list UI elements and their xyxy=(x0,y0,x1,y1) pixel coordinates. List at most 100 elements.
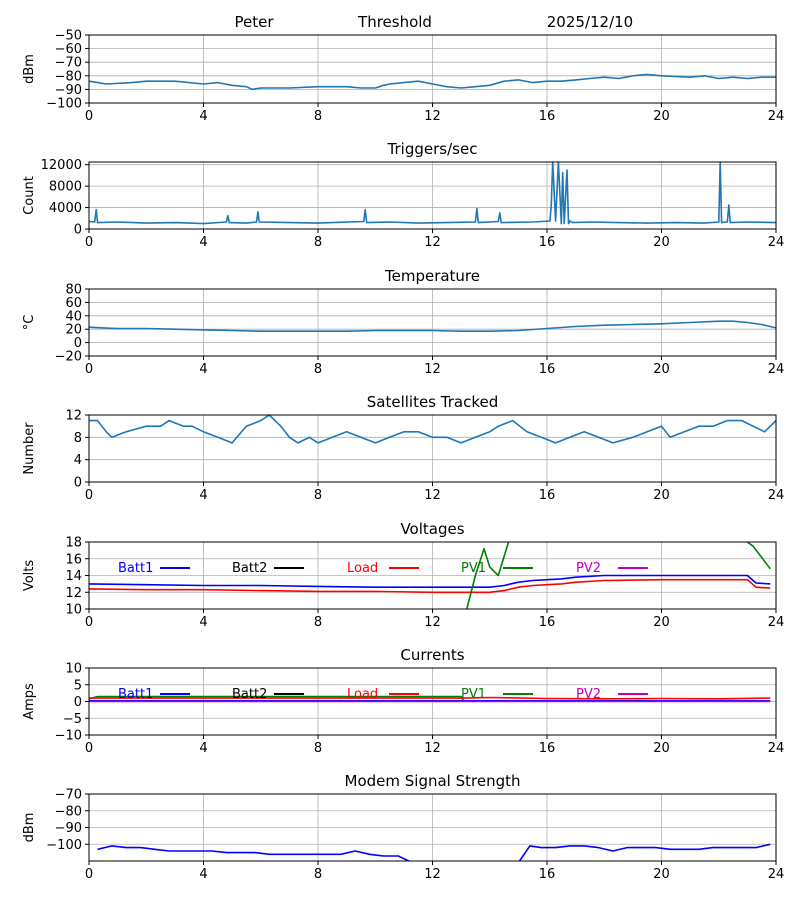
series-line-pv1 xyxy=(466,542,771,609)
y-tick-label: −70 xyxy=(55,788,82,803)
x-tick-label: 8 xyxy=(314,741,322,756)
y-tick-label: 0 xyxy=(74,695,82,710)
x-tick-label: 24 xyxy=(768,615,785,630)
series-group xyxy=(89,162,776,225)
y-tick-label: −100 xyxy=(46,838,82,853)
y-axis-label: °C xyxy=(22,315,37,331)
legend-label: Batt1 xyxy=(118,561,153,576)
x-tick-label: 16 xyxy=(539,867,556,882)
legend-label: Load xyxy=(347,687,378,702)
legend-item-load: Load xyxy=(347,687,419,702)
x-tick-label: 16 xyxy=(539,741,556,756)
y-axis-label: Amps xyxy=(22,683,37,720)
x-tick-label: 4 xyxy=(199,615,207,630)
y-tick-label: 18 xyxy=(65,536,82,551)
y-tick-label: −5 xyxy=(63,712,82,727)
y-tick-label: −90 xyxy=(55,821,82,836)
x-tick-label: 24 xyxy=(768,741,785,756)
legend-item-pv2: PV2 xyxy=(576,561,648,576)
x-tick-label: 24 xyxy=(768,488,785,503)
legend-item-pv2: PV2 xyxy=(576,687,648,702)
y-tick-label: −80 xyxy=(55,69,82,84)
panel-title: Currents xyxy=(400,646,464,664)
legend-item-pv1: PV1 xyxy=(461,687,533,702)
x-tick-label: 12 xyxy=(424,362,441,377)
panel-modem: 0 4 8 12 16 20 24 −70−80 −90 −100 Modem Signal Str… xyxy=(22,772,784,882)
x-tick-label: 8 xyxy=(314,867,322,882)
x-tick-label: 12 xyxy=(424,235,441,250)
series-line-triggers xyxy=(89,162,776,225)
legend-label: PV1 xyxy=(461,561,486,576)
y-tick-label: −90 xyxy=(55,83,82,98)
x-tick-label: 4 xyxy=(199,741,207,756)
series-group xyxy=(89,320,776,333)
y-axis-label: Number xyxy=(22,422,37,475)
y-tick-label: 80 xyxy=(65,283,82,298)
x-tick-label: 12 xyxy=(424,867,441,882)
panel-satellites: 0 4 8 12 16 20 24 0 4 8 12 Satellites Tracked Number xyxy=(22,393,784,503)
y-axis-label: dBm xyxy=(22,54,37,84)
x-tick-label: 8 xyxy=(314,615,322,630)
series-line-modem xyxy=(97,843,771,861)
panel-triggers: 0 4 8 12 16 20 24 0 4000 8000 12000 Triggers/sec Cou… xyxy=(22,140,784,250)
y-tick-label: 10 xyxy=(65,662,82,677)
x-tick-label: 8 xyxy=(314,488,322,503)
panel-title: Triggers/sec xyxy=(387,140,478,158)
legend-item-batt2: Batt2 xyxy=(232,561,304,576)
legend-label: Batt2 xyxy=(232,687,267,702)
y-tick-label: −10 xyxy=(55,729,82,744)
y-tick-label: 0 xyxy=(74,223,82,238)
y-tick-label: 60 xyxy=(65,296,82,311)
y-tick-label: 14 xyxy=(65,569,82,584)
series-line-load xyxy=(89,578,771,594)
legend-item-batt1: Batt1 xyxy=(118,561,190,576)
x-tick-label: 20 xyxy=(653,362,670,377)
y-axis-label: dBm xyxy=(22,813,37,843)
panel-signal: 0 4 8 12 16 20 24 −50−60−70−80−90−100 dBm xyxy=(22,29,784,125)
header-date: 2025/12/10 xyxy=(547,13,633,31)
y-tick-label: −60 xyxy=(55,42,82,57)
legend-label: Load xyxy=(347,561,378,576)
figure-header: Peter Threshold 2025/12/10 xyxy=(234,13,633,31)
x-tick-label: 16 xyxy=(539,615,556,630)
series-line-signal xyxy=(89,73,776,91)
x-tick-label: 12 xyxy=(424,488,441,503)
y-tick-label: 8000 xyxy=(49,180,82,195)
legend-label: Batt2 xyxy=(232,561,267,576)
x-tick-label: 4 xyxy=(199,362,207,377)
x-tick-label: 20 xyxy=(653,235,670,250)
y-tick-label: 0 xyxy=(74,336,82,351)
y-axis-label: Volts xyxy=(22,560,37,592)
x-tick-label: 0 xyxy=(85,488,93,503)
x-tick-label: 20 xyxy=(653,488,670,503)
x-tick-label: 0 xyxy=(85,741,93,756)
y-tick-label: 12 xyxy=(65,586,82,601)
x-tick-label: 24 xyxy=(768,109,785,124)
legend-item-batt1: Batt1 xyxy=(118,687,190,702)
x-tick-label: 24 xyxy=(768,867,785,882)
x-tick-label: 4 xyxy=(199,488,207,503)
y-tick-label: 8 xyxy=(74,431,82,446)
series-group xyxy=(97,843,771,861)
header-mode: Threshold xyxy=(357,13,432,31)
legend-label: PV2 xyxy=(576,687,601,702)
y-tick-label: 10 xyxy=(65,603,82,618)
panel-title: Modem Signal Strength xyxy=(345,772,521,790)
header-name: Peter xyxy=(234,13,274,31)
x-tick-label: 20 xyxy=(653,109,670,124)
x-tick-label: 8 xyxy=(314,109,322,124)
y-tick-label: 16 xyxy=(65,552,82,567)
series-line-batt1 xyxy=(89,574,771,589)
series-group xyxy=(89,695,771,703)
y-tick-label: −70 xyxy=(55,56,82,71)
legend-item-pv1: PV1 xyxy=(461,561,533,576)
series-line-satellites xyxy=(89,415,776,444)
x-tick-label: 0 xyxy=(85,109,93,124)
x-tick-label: 20 xyxy=(653,615,670,630)
x-tick-label: 16 xyxy=(539,109,556,124)
x-tick-label: 0 xyxy=(85,235,93,250)
x-tick-label: 12 xyxy=(424,615,441,630)
